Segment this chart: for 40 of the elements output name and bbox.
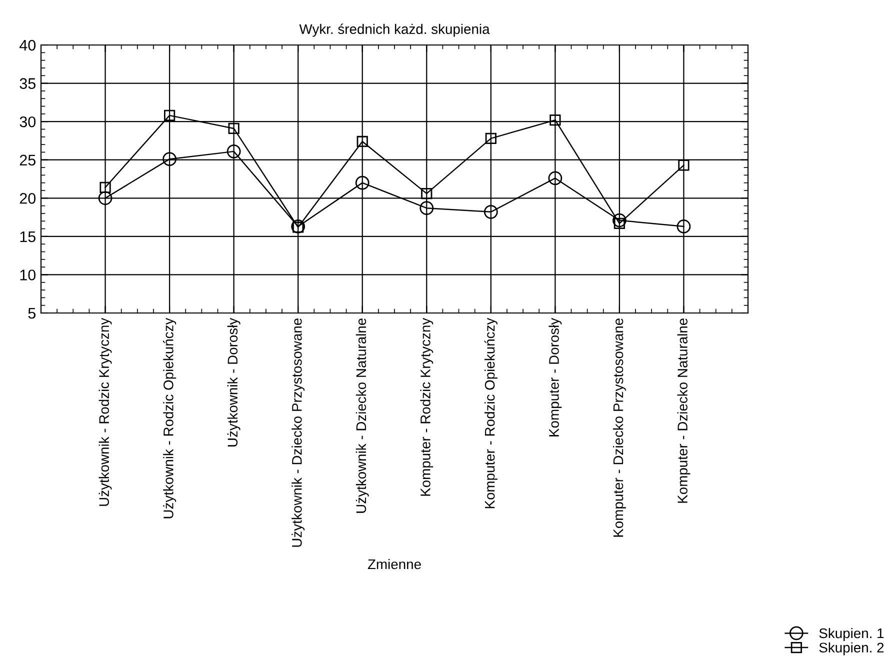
legend-label: Skupien. 1 [819, 628, 884, 641]
x-tick-label: Użytkownik - Rodzic Opiekuńczy [162, 318, 176, 518]
y-tick-label: 10 [20, 270, 36, 280]
point [164, 110, 176, 121]
point [612, 213, 626, 228]
x-tick-label: Komputer - Dziecko Naturalne [677, 318, 690, 503]
point [228, 122, 240, 134]
point [100, 182, 111, 193]
point [98, 191, 112, 206]
point [678, 160, 690, 171]
y-tick-label: 20 [20, 193, 36, 204]
point [356, 136, 368, 148]
x-tick-label: Użytkownik - Dziecko Naturalne [356, 318, 369, 513]
y-tick-label: 15 [20, 231, 36, 242]
point [420, 201, 434, 216]
y-tick-label: 30 [20, 116, 36, 128]
chart-title: Wykr. średnich każd. skupienia [299, 24, 490, 37]
x-tick-label: Użytkownik - Dziecko Przystosowane [292, 318, 305, 547]
point [485, 132, 496, 144]
point [548, 171, 562, 186]
point [162, 152, 176, 166]
x-axis-title: Zmienne [368, 558, 421, 570]
y-tick-label: 40 [20, 40, 36, 51]
point [421, 188, 432, 200]
point [355, 176, 370, 190]
x-tick-label: Komputer - Dziecko Przystosowane [612, 318, 626, 537]
x-tick-label: Użytkownik - Rodzic Krytyczny [98, 318, 112, 506]
point [484, 204, 498, 219]
point [226, 144, 241, 158]
x-tick-label: Komputer - Rodzic Opiekuńczy [484, 318, 498, 508]
y-tick-label: 5 [28, 308, 36, 319]
point [550, 114, 561, 126]
legend-label: Skupien. 2 [819, 642, 884, 656]
x-tick-label: Komputer - Dorosły [548, 318, 562, 436]
point [614, 218, 626, 229]
point [676, 220, 691, 234]
y-tick-label: 35 [20, 78, 36, 89]
y-tick-label: 25 [20, 154, 36, 166]
x-tick-label: Użytkownik - Dorosły [227, 318, 240, 446]
x-tick-label: Komputer - Rodzic Krytyczny [420, 318, 434, 496]
